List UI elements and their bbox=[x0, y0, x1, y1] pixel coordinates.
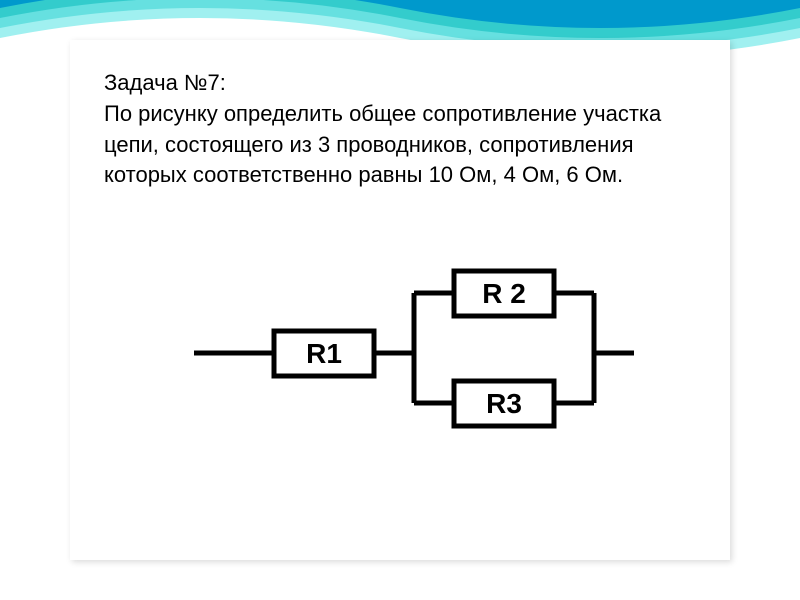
resistor-label-R3: R3 bbox=[486, 388, 522, 419]
circuit-diagram: R1 R 2 R3 bbox=[194, 251, 634, 451]
slide-card: Задача №7: По рисунку определить общее с… bbox=[70, 40, 730, 560]
problem-text: Задача №7: По рисунку определить общее с… bbox=[104, 68, 696, 191]
resistor-label-R1: R1 bbox=[306, 338, 342, 369]
resistor-label-R2: R 2 bbox=[482, 278, 526, 309]
problem-body: По рисунку определить общее сопротивлени… bbox=[104, 101, 661, 188]
problem-title: Задача №7: bbox=[104, 70, 226, 95]
circuit-wires bbox=[194, 293, 634, 403]
